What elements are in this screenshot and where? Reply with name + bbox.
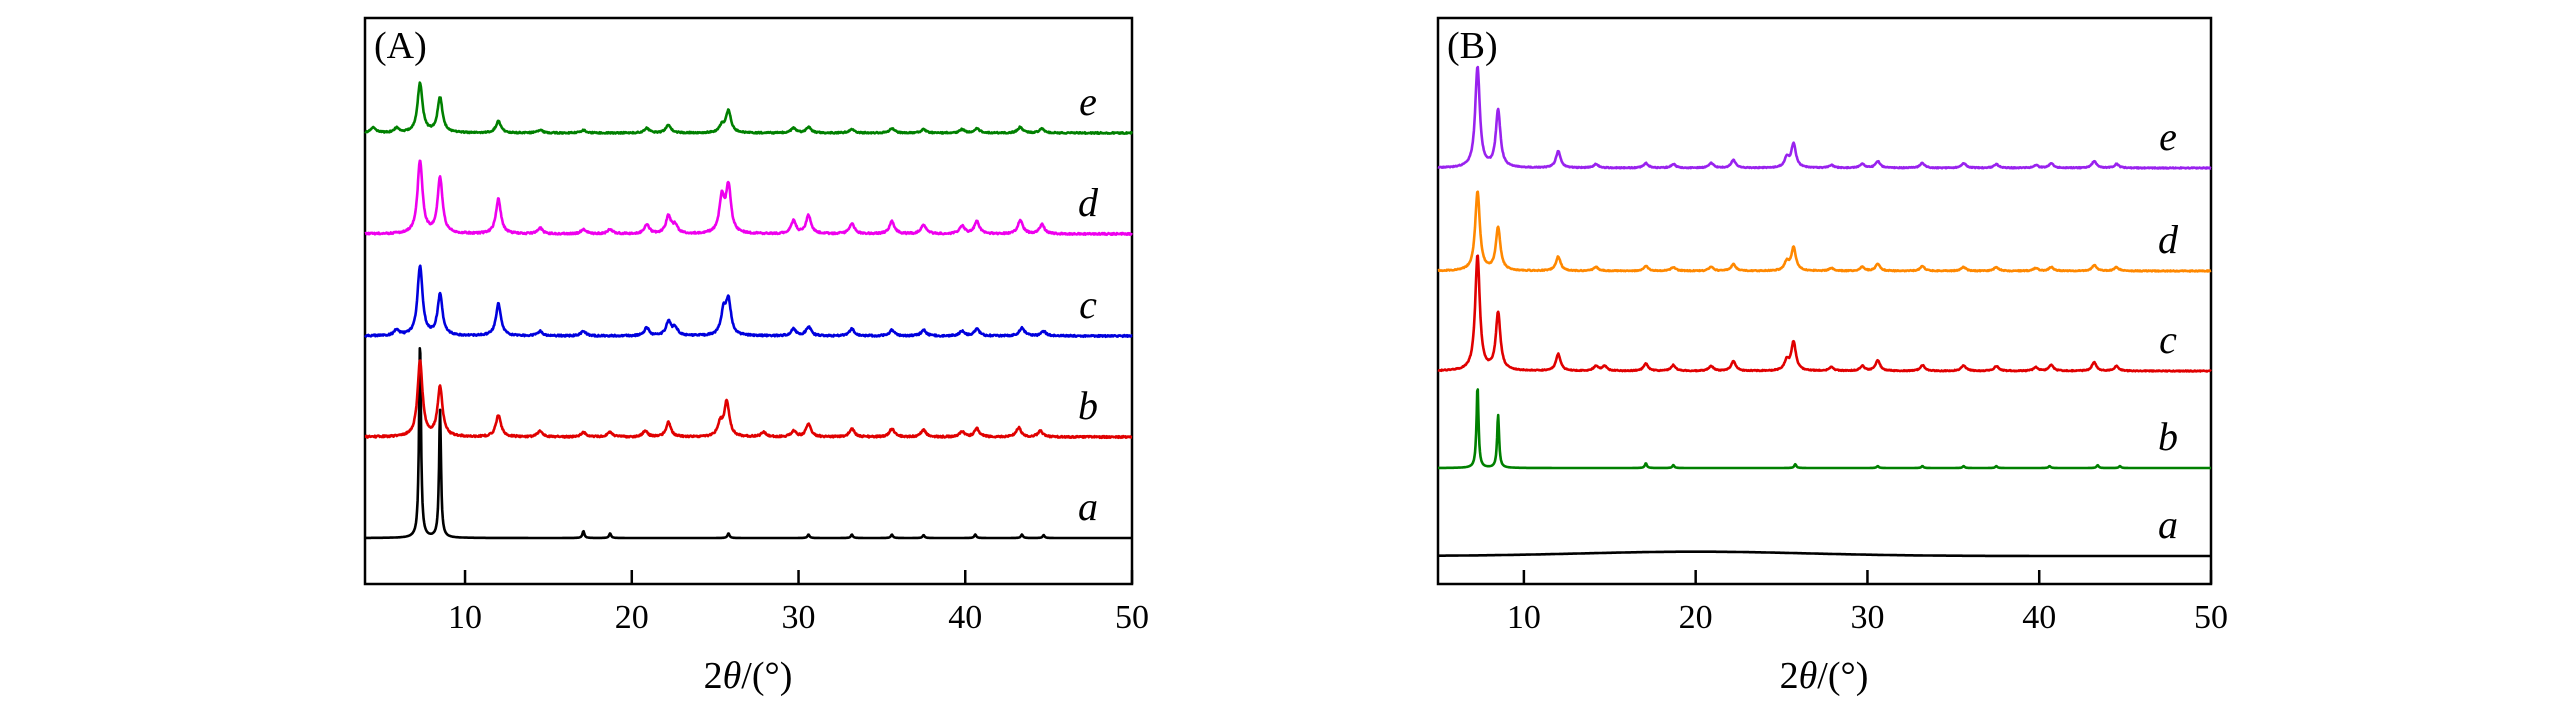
- panel-a-series-label-e: e: [1079, 79, 1097, 124]
- panel-a-x-axis-label-unit: /(°): [741, 655, 792, 697]
- panel-a-traces: [363, 81, 1134, 540]
- panel-b-series-label-e: e: [2159, 114, 2177, 159]
- panel-b-x-axis-label-theta: θ: [1799, 655, 1818, 697]
- panel-a-x-tick-label-50: 50: [1115, 599, 1149, 636]
- panel-b-x-tick-label-50: 50: [2194, 599, 2228, 636]
- panel-a-x-axis-label-prefix: 2: [704, 655, 723, 697]
- panel-a-frame: [363, 16, 1134, 586]
- panel-b-x-axis-label-prefix: 2: [1780, 655, 1799, 697]
- panel-a-x-tick-label-40: 40: [948, 599, 982, 636]
- panel-a-series-a: [364, 347, 1133, 540]
- panel-b-frame: [1436, 16, 2213, 586]
- panel-b-traces: [1437, 65, 2212, 558]
- panel-b-series-a: [1437, 550, 2212, 558]
- panel-b-x-ticks: 10 20 30 40 50: [1507, 570, 2228, 636]
- panel-b-x-tick-label-10: 10: [1507, 599, 1541, 636]
- panel-b-x-axis-label-unit: /(°): [1817, 655, 1868, 697]
- panel-a-series-b: [364, 359, 1133, 440]
- panel-a-label: (A): [374, 25, 427, 67]
- panel-b-label: (B): [1447, 25, 1498, 67]
- panel-b-series-label-c: c: [2159, 317, 2177, 362]
- panel-a-x-axis-label-theta: θ: [723, 655, 742, 697]
- panel-a-x-tick-label-30: 30: [782, 599, 816, 636]
- panel-a-x-axis-label: 2θ/(°): [704, 655, 793, 697]
- panel-b-x-axis-label: 2θ/(°): [1780, 655, 1869, 697]
- panel-a-x-ticks: 10 20 30 40 50: [448, 570, 1149, 636]
- panel-b-series-labels: ab c d e: [2158, 114, 2179, 547]
- panel-a: (A) 10 20 30 40 50 a b c d e 2θ/(°): [363, 16, 1149, 697]
- panel-a-x-tick-label-20: 20: [615, 599, 649, 636]
- panel-a-series-c: [363, 264, 1133, 339]
- panel-b-series-label-d: d: [2158, 217, 2179, 262]
- panel-a-x-tick-label-10: 10: [448, 599, 482, 636]
- panel-b-x-tick-label-20: 20: [1679, 599, 1713, 636]
- panel-b-x-tick-label-30: 30: [1850, 599, 1884, 636]
- panel-b-series-label-b: b: [2158, 414, 2178, 459]
- panel-a-series-e: [364, 81, 1134, 135]
- panel-b-series-b: [1437, 388, 2212, 470]
- panel-b: (B) 10 20 30 40 50 ab c d e 2θ/(°): [1436, 16, 2228, 697]
- panel-a-series-d: [364, 159, 1133, 237]
- panel-a-series-label-d: d: [1078, 180, 1099, 225]
- panel-b-series-label-a: a: [2158, 502, 2178, 547]
- panel-b-series-e: [1437, 65, 2212, 170]
- panel-a-series-label-b: b: [1078, 383, 1098, 428]
- panel-b-series-c: [1437, 254, 2212, 373]
- panel-b-series-d: [1437, 190, 2212, 273]
- panel-b-x-tick-label-40: 40: [2022, 599, 2056, 636]
- panel-a-series-label-c: c: [1079, 282, 1097, 327]
- panel-a-series-labels: a b c d e: [1078, 79, 1099, 529]
- panel-a-series-label-a: a: [1078, 484, 1098, 529]
